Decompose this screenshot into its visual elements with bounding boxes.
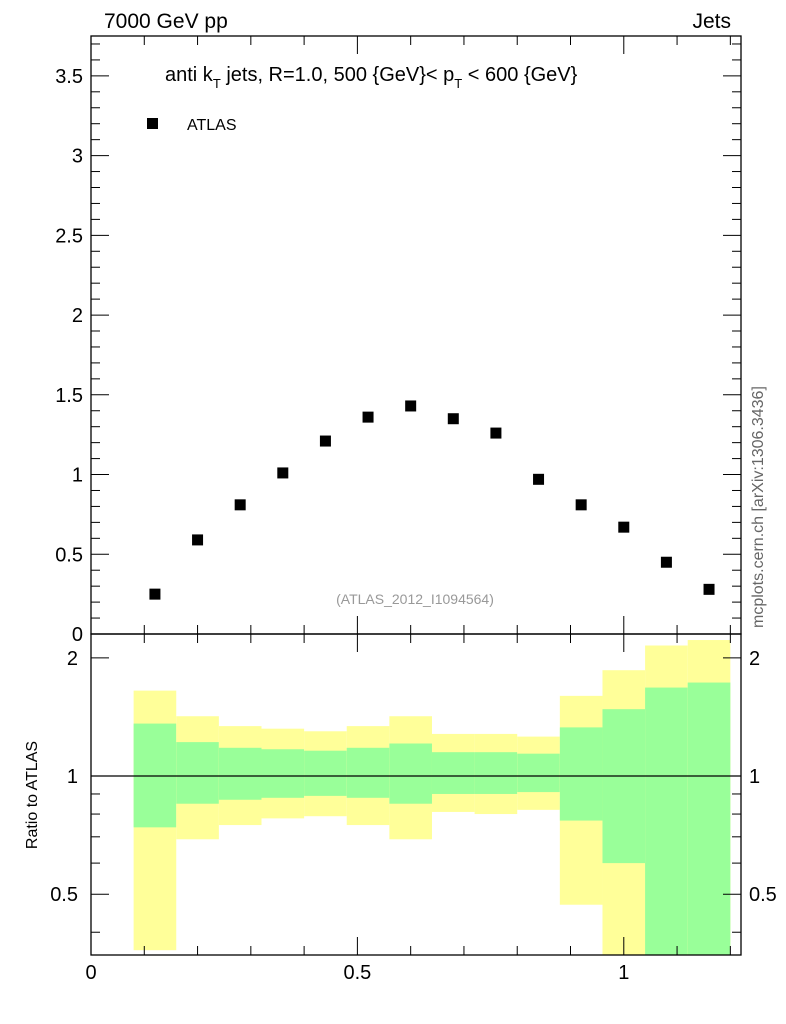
analysis-id-label: (ATLAS_2012_I1094564): [336, 591, 494, 607]
title-middle: jets, R=1.0, 500 {GeV}< p: [221, 64, 455, 86]
legend-label: ATLAS: [187, 117, 237, 134]
ratio-band-inner: [389, 743, 432, 804]
ratio-band-inner: [218, 747, 262, 800]
ratio-band-inner: [261, 749, 305, 798]
ratio-y-tick-label-right: 0.5: [749, 884, 777, 906]
main-y-tick-label: 3: [72, 146, 83, 168]
side-source-note: mcplots.cern.ch [arXiv:1306.3436]: [750, 386, 767, 628]
main-axis-ticks: [90, 36, 741, 635]
ratio-y-axis-label: Ratio to ATLAS: [24, 741, 41, 849]
ratio-band-inner: [304, 750, 347, 796]
ratio-band-inner: [474, 752, 518, 794]
ratio-axis-ticks: [90, 634, 741, 955]
chart-title: anti kT jets, R=1.0, 500 {GeV}< pT < 600…: [165, 64, 578, 91]
data-point: [319, 435, 331, 447]
data-point: [277, 467, 289, 479]
ratio-x-tick-label: 0.5: [343, 962, 371, 984]
data-point: [703, 583, 715, 595]
main-y-tick-label: 1: [72, 465, 83, 487]
ratio-band-inner: [176, 742, 219, 804]
title-p-subscript: T: [454, 76, 462, 91]
data-point: [405, 400, 417, 412]
ratio-band-inner: [431, 752, 475, 794]
ratio-y-tick-label-right: 2: [749, 648, 760, 670]
ratio-y-tick-label-left: 1: [67, 766, 78, 788]
ratio-band-inner: [346, 747, 390, 798]
header-category-label: Jets: [692, 10, 731, 33]
main-y-tick-label: 0: [72, 624, 83, 646]
ratio-x-tick-labels: 0 0.5 1: [85, 962, 629, 984]
ratio-bands: [133, 640, 731, 955]
data-point: [490, 427, 502, 439]
ratio-band-inner: [645, 687, 688, 955]
main-y-tick-label: 1.5: [55, 385, 83, 407]
data-point: [447, 413, 459, 425]
ratio-y-tick-label-right: 1: [749, 766, 760, 788]
data-point: [234, 499, 246, 511]
title-prefix: anti k: [165, 64, 214, 86]
main-panel: 00.511.522.533.5 anti kT jets, R=1.0, 50…: [55, 35, 742, 646]
data-point: [618, 521, 630, 533]
ratio-band-inner: [517, 753, 560, 793]
data-point: [149, 588, 161, 600]
main-y-tick-labels: 0 0.5 1 1.5 2 2.5 3 3.5: [55, 66, 83, 646]
title-suffix: < 600 {GeV}: [462, 64, 577, 86]
data-point: [660, 556, 672, 568]
ratio-frame: [90, 633, 742, 956]
data-point: [575, 499, 587, 511]
main-y-tick-label: 3.5: [55, 66, 83, 88]
ratio-y-tick-labels: 0.5 0.5 1 1 2 2: [50, 648, 777, 906]
main-y-tick-label: 2.5: [55, 225, 83, 247]
ratio-panel: 0.5 0.51 12 2 0 0.5 1 Ratio to ATLAS: [24, 633, 777, 984]
ratio-x-tick-label: 1: [618, 962, 629, 984]
ratio-band-inner: [559, 727, 603, 821]
data-point: [362, 411, 374, 423]
main-data-points: [149, 400, 715, 600]
ratio-y-tick-label-left: 2: [67, 648, 78, 670]
ratio-y-tick-label-left: 0.5: [50, 884, 78, 906]
ratio-band-inner: [687, 682, 731, 955]
main-y-tick-label: 0.5: [55, 544, 83, 566]
main-y-tick-label: 2: [72, 305, 83, 327]
title-k-subscript: T: [213, 76, 221, 91]
data-point: [192, 534, 204, 546]
header-energy-label: 7000 GeV pp: [104, 10, 228, 33]
data-point: [533, 473, 545, 485]
ratio-band-inner: [602, 709, 646, 864]
legend-marker: [147, 118, 158, 129]
ratio-x-tick-label: 0: [85, 962, 96, 984]
